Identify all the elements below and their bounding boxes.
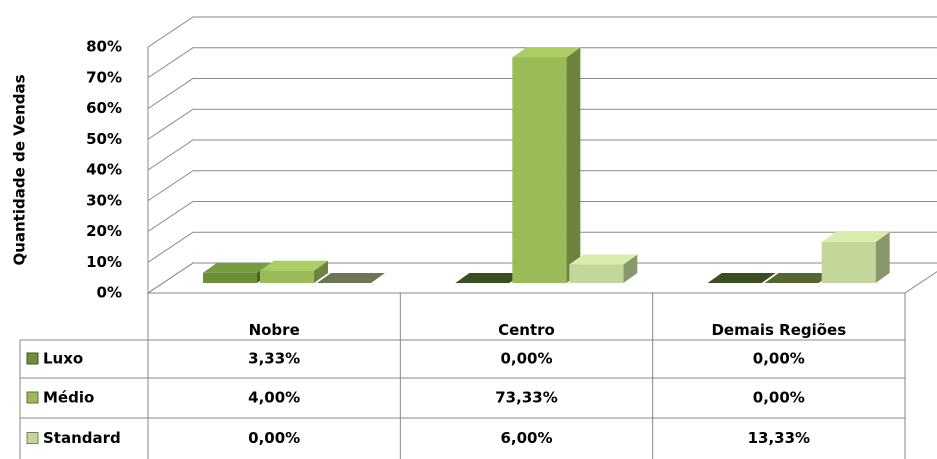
legend-label: Luxo [43, 350, 83, 368]
cell-value: 0,00% [248, 429, 300, 447]
bar-top [569, 254, 638, 265]
bar-top [455, 273, 524, 283]
cell-value: 13,33% [748, 429, 810, 447]
bar-side [314, 260, 328, 283]
bar [821, 232, 890, 283]
y-tick-label: 60% [86, 99, 122, 117]
grid-line [147, 262, 937, 294]
bar-top [203, 262, 271, 273]
bar [260, 260, 328, 283]
grid-line [147, 170, 937, 202]
legend-swatch [26, 432, 39, 444]
grid-line [147, 47, 937, 79]
legend-label: Standard [43, 429, 121, 447]
y-tick-label: 30% [86, 191, 122, 209]
column-header: Demais Regiões [711, 321, 846, 339]
y-tick-label: 80% [86, 38, 122, 56]
legend-label: Médio [43, 389, 94, 407]
bar-top [821, 232, 890, 243]
cell-value: 73,33% [495, 389, 557, 407]
bar-top [764, 273, 833, 283]
cell-value: 3,33% [248, 350, 300, 368]
bar-top [260, 260, 328, 271]
bar [455, 273, 524, 283]
bar-top [317, 273, 385, 283]
cell-value: 0,00% [753, 350, 805, 368]
bar [707, 273, 776, 283]
grid-line [147, 201, 937, 232]
y-tick-label: 10% [86, 253, 122, 271]
bar-front [569, 264, 624, 283]
bar-top [707, 273, 776, 283]
grid-line [147, 16, 937, 48]
bar-front [512, 57, 567, 283]
column-header: Nobre [249, 321, 300, 339]
bar [512, 47, 581, 283]
y-tick-label: 70% [86, 68, 122, 86]
y-tick-label: 0% [97, 284, 122, 302]
grid-line [147, 139, 937, 171]
bar [317, 273, 385, 283]
bar-side [623, 254, 638, 283]
bar-front [203, 272, 257, 283]
y-tick-label: 40% [86, 161, 122, 179]
bar-top [512, 47, 581, 58]
y-tick-label: 20% [86, 222, 122, 240]
cell-value: 4,00% [248, 389, 300, 407]
y-tick-label: 50% [86, 130, 122, 148]
grid-line [147, 108, 937, 140]
bar [569, 254, 638, 283]
cell-value: 6,00% [500, 429, 552, 447]
column-header: Centro [498, 321, 555, 339]
cell-value: 0,00% [500, 350, 552, 368]
cell-value: 0,00% [753, 389, 805, 407]
grid-line [147, 78, 937, 109]
bar [764, 273, 833, 283]
legend-swatch [26, 352, 39, 365]
bar-front [260, 270, 314, 283]
bar-side [875, 232, 890, 283]
grid-line [147, 231, 937, 263]
bar-side [566, 47, 581, 283]
y-axis-label: Quantidade de Vendas [11, 74, 29, 265]
bar-front [821, 242, 876, 283]
legend-swatch [26, 391, 39, 404]
